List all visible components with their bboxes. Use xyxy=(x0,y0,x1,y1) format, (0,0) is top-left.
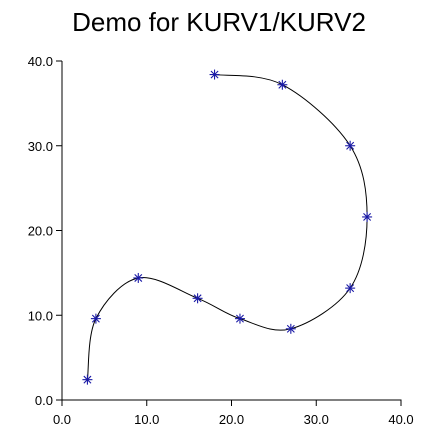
data-point xyxy=(277,79,288,90)
y-tick-label: 10.0 xyxy=(28,308,53,323)
x-tick-label: 20.0 xyxy=(219,412,244,427)
data-point xyxy=(345,140,356,151)
x-tick-label: 0.0 xyxy=(53,412,71,427)
y-tick-label: 30.0 xyxy=(28,139,53,154)
y-tick-label: 0.0 xyxy=(35,393,53,408)
data-point xyxy=(192,293,203,304)
data-point xyxy=(234,313,245,324)
data-point xyxy=(345,283,356,294)
x-tick-label: 40.0 xyxy=(388,412,413,427)
chart-title: Demo for KURV1/KURV2 xyxy=(72,7,366,37)
data-point xyxy=(133,272,144,283)
data-point xyxy=(90,313,101,324)
y-tick-label: 20.0 xyxy=(28,224,53,239)
series-curve xyxy=(86,74,368,380)
axes: 0.0 10.0 20.0 30.0 40.0 0.0 10.0 20.0 30.0 40.0 xyxy=(28,54,414,427)
marker-layer xyxy=(82,69,373,385)
data-point xyxy=(285,323,296,334)
data-point xyxy=(82,374,93,385)
x-tick-label: 10.0 xyxy=(134,412,159,427)
x-tick-label: 30.0 xyxy=(304,412,329,427)
data-point xyxy=(362,211,373,222)
y-tick-label: 40.0 xyxy=(28,54,53,69)
data-point xyxy=(209,69,220,80)
curve-layer xyxy=(86,74,368,380)
